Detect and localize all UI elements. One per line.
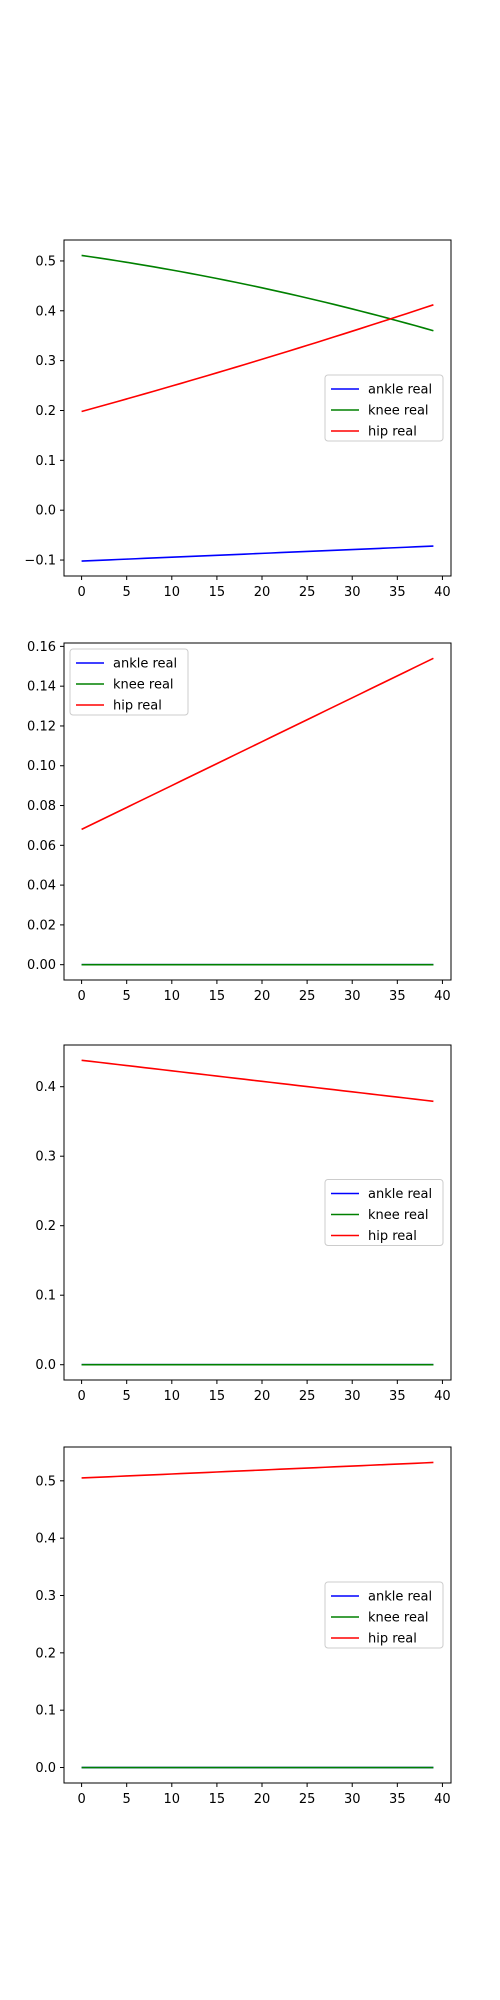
- axes-frame: [63, 1446, 452, 1784]
- y-tick-label: 0.16: [27, 640, 56, 655]
- x-tick-label: 15: [209, 1389, 226, 1404]
- chart-panel-1: 0 5 10 15 20 25 30 35 40 −0.1 0.0 0.1 0.2 0.3 0.4 0.5 an…: [24, 239, 452, 600]
- y-tick-label: 0.4: [35, 304, 56, 319]
- y-tick-label: −0.1: [24, 554, 56, 569]
- legend-label-hip-real: hip real: [368, 425, 417, 440]
- x-tick-label: 35: [389, 989, 406, 1004]
- chart-panel-2: 0 5 10 15 20 25 30 35 40 0.00 0.02 0.04 0.06 0.08 0.10…: [27, 640, 452, 1004]
- series-line-ankle-real: [81, 545, 434, 562]
- legend-label-hip-real: hip real: [368, 1632, 417, 1647]
- y-tick-label: 0.0: [35, 1358, 56, 1373]
- x-tick-label: 5: [123, 989, 131, 1004]
- x-tick-label: 30: [344, 1792, 361, 1807]
- x-tick-label: 35: [389, 1792, 406, 1807]
- y-tick-label: 0.1: [35, 1704, 56, 1719]
- legend: ankle real knee real hip real: [324, 374, 444, 442]
- legend-label-knee-real: knee real: [368, 1611, 429, 1626]
- legend-box: [324, 374, 444, 442]
- x-tick-label: 35: [389, 585, 406, 600]
- y-tick-label: 0.12: [27, 719, 56, 734]
- y-tick-label: 0.1: [35, 1289, 56, 1304]
- x-tick-label: 0: [77, 1389, 85, 1404]
- x-tick-label: 25: [299, 1792, 316, 1807]
- y-tick-label: 0.3: [35, 1150, 56, 1165]
- x-tick-label: 0: [77, 585, 85, 600]
- legend-label-hip-real: hip real: [113, 699, 162, 714]
- axes-frame: [63, 642, 452, 981]
- legend-label-knee-real: knee real: [113, 678, 174, 693]
- x-tick-label: 5: [123, 1792, 131, 1807]
- legend-label-ankle-real: ankle real: [368, 1590, 432, 1605]
- legend: ankle real knee real hip real: [324, 1179, 444, 1246]
- x-tick-label: 5: [123, 1389, 131, 1404]
- x-tick-label: 10: [164, 989, 181, 1004]
- x-tick-label: 30: [344, 1389, 361, 1404]
- x-tick-label: 10: [164, 1389, 181, 1404]
- y-tick-label: 0.04: [27, 879, 56, 894]
- legend-label-knee-real: knee real: [368, 1208, 429, 1223]
- y-tick-label: 0.14: [27, 680, 56, 695]
- x-tick-label: 5: [123, 585, 131, 600]
- y-tick-label: 0.1: [35, 454, 56, 469]
- y-tick-label: 0.4: [35, 1532, 56, 1547]
- y-tick-label: 0.00: [27, 958, 56, 973]
- x-tick-label: 0: [77, 989, 85, 1004]
- legend-label-ankle-real: ankle real: [368, 1187, 432, 1202]
- legend-box: [324, 1581, 444, 1649]
- series-line-hip-real: [81, 304, 434, 413]
- chart-panel-3: 0 5 10 15 20 25 30 35 40 0.0 0.1 0.2 0.3 0.4 ankle rea…: [35, 1044, 452, 1404]
- series-line-hip-real: [81, 1461, 434, 1479]
- axes-frame: [63, 1044, 452, 1381]
- axes-frame: [63, 239, 452, 577]
- y-tick-label: 0.2: [35, 1646, 56, 1661]
- x-tick-label: 10: [164, 585, 181, 600]
- x-tick-label: 25: [299, 989, 316, 1004]
- chart-panel-4: 0 5 10 15 20 25 30 35 40 0.0 0.1 0.2 0.3 0.4 0.5 ankle …: [35, 1446, 452, 1807]
- x-tick-label: 15: [209, 1792, 226, 1807]
- y-tick-label: 0.4: [35, 1080, 56, 1095]
- x-tick-label: 40: [434, 1389, 451, 1404]
- x-tick-label: 25: [299, 1389, 316, 1404]
- x-tick-label: 20: [254, 989, 271, 1004]
- legend-label-ankle-real: ankle real: [368, 383, 432, 398]
- x-tick-label: 40: [434, 585, 451, 600]
- y-tick-label: 0.08: [27, 799, 56, 814]
- legend-label-hip-real: hip real: [368, 1229, 417, 1244]
- y-tick-label: 0.5: [35, 254, 56, 269]
- x-tick-label: 0: [77, 1792, 85, 1807]
- x-tick-label: 20: [254, 1389, 271, 1404]
- x-tick-label: 20: [254, 585, 271, 600]
- y-tick-label: 0.0: [35, 1761, 56, 1776]
- x-tick-label: 15: [209, 585, 226, 600]
- y-tick-label: 0.02: [27, 918, 56, 933]
- y-tick-label: 0.0: [35, 504, 56, 519]
- x-tick-label: 40: [434, 1792, 451, 1807]
- x-tick-label: 35: [389, 1389, 406, 1404]
- y-tick-label: 0.5: [35, 1474, 56, 1489]
- x-tick-label: 15: [209, 989, 226, 1004]
- y-tick-label: 0.3: [35, 1589, 56, 1604]
- legend: ankle real knee real hip real: [324, 1581, 444, 1649]
- y-tick-label: 0.2: [35, 404, 56, 419]
- legend-label-ankle-real: ankle real: [113, 657, 177, 672]
- y-tick-label: 0.06: [27, 839, 56, 854]
- x-tick-label: 40: [434, 989, 451, 1004]
- x-tick-label: 30: [344, 989, 361, 1004]
- series-line-hip-real: [81, 1059, 434, 1103]
- x-tick-label: 30: [344, 585, 361, 600]
- y-tick-label: 0.2: [35, 1219, 56, 1234]
- y-tick-label: 0.10: [27, 759, 56, 774]
- legend-label-knee-real: knee real: [368, 404, 429, 419]
- legend-box: [69, 648, 189, 716]
- legend: ankle real knee real hip real: [69, 648, 189, 716]
- x-tick-label: 10: [164, 1792, 181, 1807]
- y-tick-label: 0.3: [35, 354, 56, 369]
- series-line-hip-real: [81, 657, 434, 831]
- series-line-knee-real: [81, 254, 434, 332]
- x-tick-label: 20: [254, 1792, 271, 1807]
- x-tick-label: 25: [299, 585, 316, 600]
- legend-box: [324, 1179, 444, 1246]
